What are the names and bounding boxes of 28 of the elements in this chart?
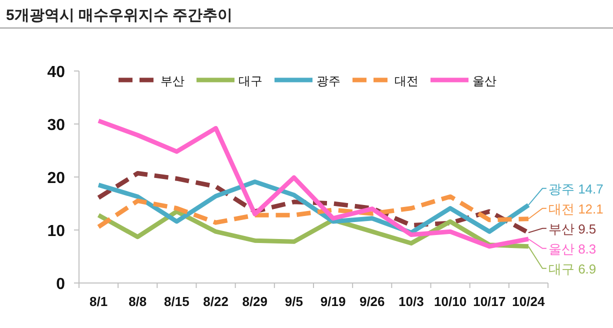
legend-label: 부산 bbox=[160, 74, 184, 88]
data-label: 대전 12.1 bbox=[548, 201, 604, 216]
legend-label: 울산 bbox=[472, 74, 496, 88]
x-tick-label: 8/8 bbox=[128, 294, 147, 309]
x-tick-label: 9/26 bbox=[359, 294, 385, 309]
x-tick-label: 10/17 bbox=[473, 294, 506, 309]
legend-label: 대전 bbox=[394, 74, 418, 88]
x-tick-label: 8/29 bbox=[242, 294, 268, 309]
legend-label: 광주 bbox=[316, 74, 340, 88]
y-tick-label: 20 bbox=[47, 170, 66, 187]
data-label: 울산 8.3 bbox=[548, 241, 596, 256]
x-tick-label: 10/3 bbox=[398, 294, 424, 309]
legend-label: 대구 bbox=[238, 74, 262, 88]
x-tick-label: 8/15 bbox=[164, 294, 190, 309]
data-label: 대구 6.9 bbox=[548, 261, 596, 276]
x-tick-label: 10/24 bbox=[512, 294, 546, 309]
y-tick-label: 0 bbox=[56, 276, 66, 293]
x-tick-label: 10/10 bbox=[434, 294, 467, 309]
x-tick-label: 9/5 bbox=[284, 294, 303, 309]
x-tick-label: 8/1 bbox=[90, 294, 108, 309]
y-tick-label: 10 bbox=[47, 223, 66, 240]
chart-title: 5개광역시 매수우위지수 주간추이 bbox=[6, 7, 233, 24]
y-tick-label: 40 bbox=[47, 64, 66, 81]
data-label: 부산 9.5 bbox=[548, 221, 596, 236]
data-label: 광주 14.7 bbox=[548, 181, 604, 196]
x-tick-label: 8/22 bbox=[203, 294, 228, 309]
y-tick-label: 30 bbox=[47, 117, 66, 134]
x-tick-label: 9/19 bbox=[320, 294, 346, 309]
